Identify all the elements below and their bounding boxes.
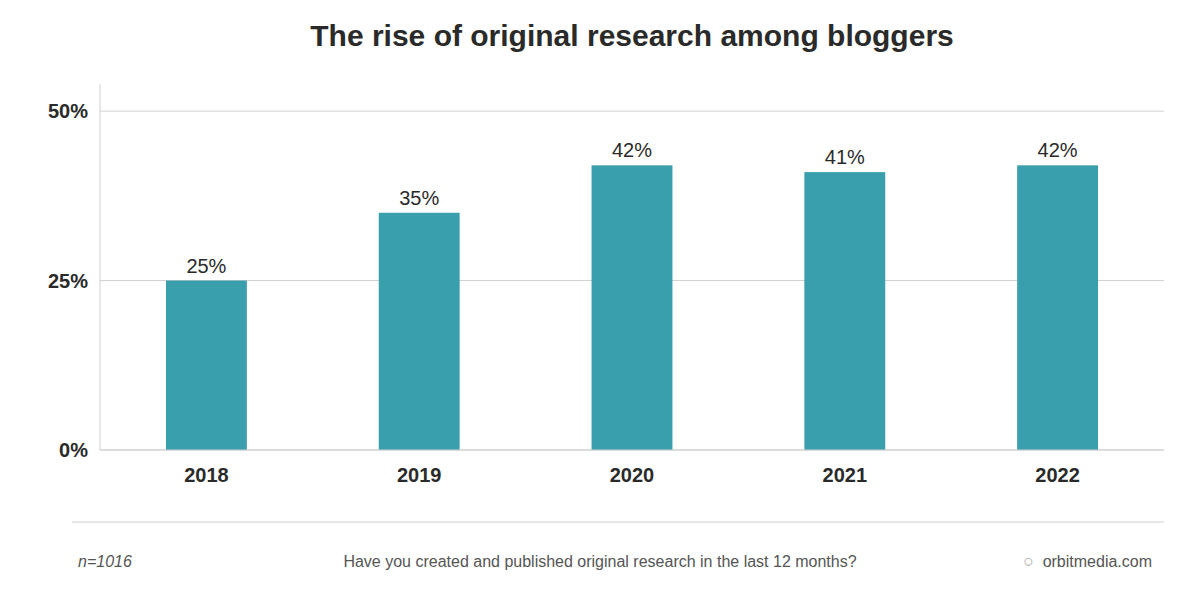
bar: [592, 165, 673, 450]
y-tick-label: 25%: [48, 270, 88, 292]
data-label: 35%: [399, 187, 439, 209]
data-label: 41%: [825, 146, 865, 168]
grid: [100, 111, 1164, 450]
data-label: 25%: [186, 255, 226, 277]
x-tick-label: 2019: [397, 464, 442, 486]
y-tick-label: 50%: [48, 100, 88, 122]
x-tick-label: 2018: [184, 464, 229, 486]
chart: The rise of original research among blog…: [0, 0, 1200, 600]
bars: [166, 165, 1098, 450]
y-tick-label: 0%: [59, 439, 88, 461]
y-axis-line: [100, 84, 101, 450]
footer-icon: ○: [1023, 551, 1034, 571]
grid-line: [100, 111, 1164, 112]
grid-line: [100, 450, 1164, 451]
bar: [804, 172, 885, 450]
data-label: 42%: [612, 139, 652, 161]
x-tick-label: 2020: [610, 464, 655, 486]
bar: [379, 213, 460, 450]
data-label: 42%: [1038, 139, 1078, 161]
title: The rise of original research among blog…: [310, 19, 954, 52]
chart-container: The rise of original research among blog…: [0, 0, 1200, 600]
footer-note: n=1016: [78, 553, 132, 570]
bar: [166, 281, 247, 450]
background: [0, 0, 1200, 600]
x-tick-label: 2022: [1035, 464, 1080, 486]
footer-source: orbitmedia.com: [1043, 553, 1152, 570]
footer-question: Have you created and published original …: [343, 553, 856, 570]
x-axis-line: [100, 450, 1164, 451]
x-tick-label: 2021: [823, 464, 868, 486]
footer-separator: [72, 522, 1164, 523]
bar: [1017, 165, 1098, 450]
